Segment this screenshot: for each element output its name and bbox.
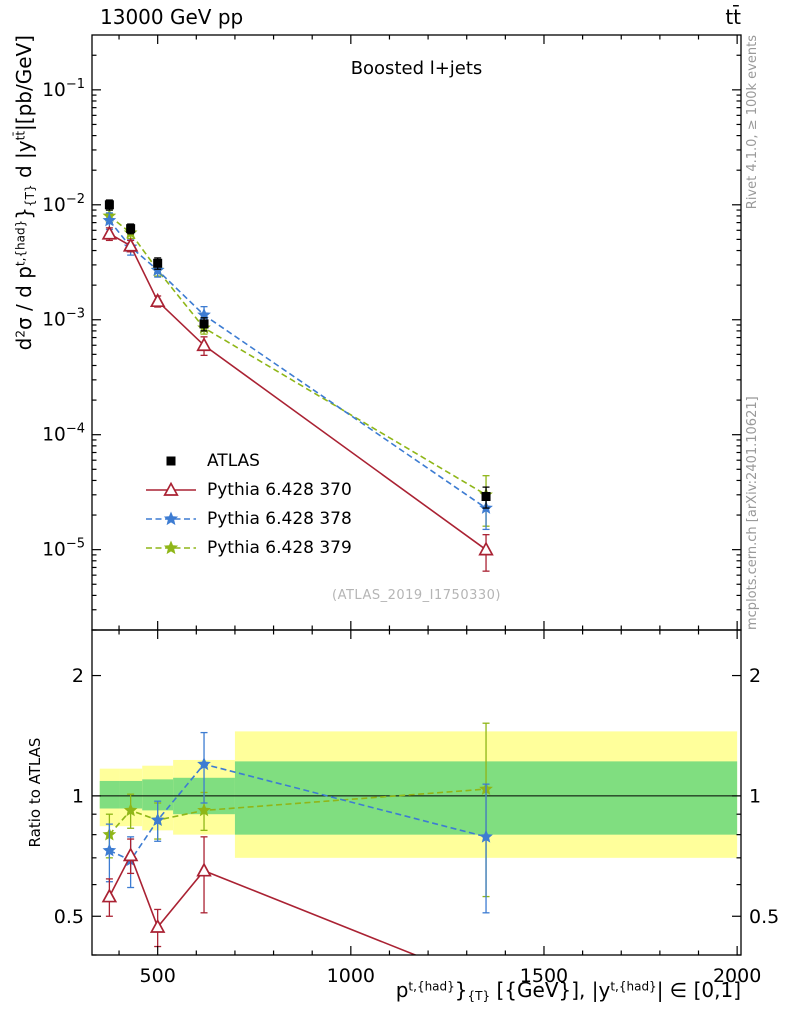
legend-label-atlas: ATLAS (207, 450, 260, 471)
beam-energy-title: 13000 GeV pp (100, 5, 244, 29)
legend-item-pythia-379: Pythia 6.428 379 (144, 533, 352, 562)
legend-label-pythia-378: Pythia 6.428 378 (207, 508, 352, 529)
tick-labels: 500 1000 1500 2000 10−1 10−2 10−3 10−4 10−5 0.5 0.… (42, 77, 779, 987)
observable-title: Boosted l+jets (350, 58, 483, 79)
analysis-id-watermark: (ATLAS_2019_I1750330) (332, 588, 501, 603)
ratio-tick-label-left: 2 (72, 665, 84, 687)
xlabel-part-sub: {T} (467, 989, 491, 1003)
ylabel-part-sup: t,{had} (13, 219, 28, 267)
ylabel-part: σ / d p (12, 266, 36, 330)
pythia-379-marker-icon (146, 540, 196, 554)
main-y-axis-title: d2σ / d pt,{had}}{T} d |ytt̄|[pb/GeV] (12, 35, 37, 630)
xlabel-part: [{GeV}], |y (490, 978, 611, 1002)
x-tick-label: 1500 (520, 965, 568, 987)
process-title: tt̄ (725, 5, 741, 29)
y-tick-label: 10−4 (42, 422, 85, 446)
x-tick-label: 500 (140, 965, 176, 987)
y-tick-label: 10−3 (42, 307, 85, 331)
ylabel-part: d |y (12, 140, 36, 185)
legend-item-pythia-370: Pythia 6.428 370 (144, 475, 352, 504)
ylabel-part-sup: 2 (13, 329, 28, 338)
ylabel-part-sub: {T} (23, 184, 37, 207)
x-tick-label: 2000 (713, 965, 761, 987)
y-tick-label: 10−1 (42, 77, 85, 101)
xlabel-part-sup: t,{had} (408, 979, 455, 994)
xlabel-part-sup: t,{had} (610, 979, 657, 994)
y-tick-label: 10−5 (42, 537, 85, 561)
ylabel-part: d (12, 337, 36, 351)
legend: ATLAS Pythia 6.428 370 Pythia 6.428 378 … (144, 446, 352, 562)
xlabel-part: p (395, 978, 409, 1002)
ratio-tick-label-left: 0.5 (54, 906, 84, 928)
x-tick-label: 1000 (327, 965, 375, 987)
xlabel-part: | ∈ [0,1] (656, 978, 741, 1002)
series-atlas-main (104, 199, 491, 509)
ylabel-part: } (12, 206, 36, 220)
ratio-tick-label-right: 1 (749, 785, 761, 807)
ylabel-part: |[pb/GeV] (12, 35, 36, 131)
ratio-tick-label-right: 0.5 (749, 906, 779, 928)
ratio-tick-label-right: 2 (749, 665, 761, 687)
atlas-marker-icon (166, 456, 176, 465)
legend-label-pythia-379: Pythia 6.428 379 (207, 537, 352, 558)
mcplots-arxiv-caption: mcplots.cern.ch [arXiv:2401.10621] (745, 396, 760, 630)
pythia-370-marker-icon (146, 481, 196, 496)
pythia-378-marker-icon (146, 511, 196, 525)
x-axis-title: pt,{had}}{T} [{GeV}], |yt,{had}| ∈ [0,1] (92, 978, 741, 1003)
band-green (99, 780, 120, 809)
ylabel-part-sup: tt̄ (13, 130, 28, 141)
ratio-frame (91, 629, 742, 956)
axis-ticks (92, 35, 741, 956)
y-tick-label: 10−2 (42, 192, 85, 216)
ratio-y-axis-title: Ratio to ATLAS (26, 737, 44, 848)
legend-item-atlas: ATLAS (144, 446, 352, 475)
series-pythia-6-428-370-main (101, 225, 494, 572)
legend-item-pythia-378: Pythia 6.428 378 (144, 504, 352, 533)
series-pythia-6-428-370-ratio (101, 836, 418, 955)
legend-label-pythia-370: Pythia 6.428 370 (207, 479, 352, 500)
xlabel-part: } (454, 978, 468, 1002)
ratio-tick-label-left: 1 (72, 785, 84, 807)
